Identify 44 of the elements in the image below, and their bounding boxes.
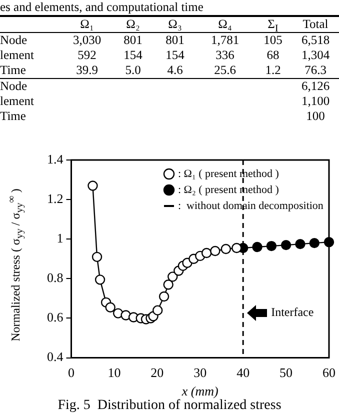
ref-line-label: Interface — [271, 304, 314, 319]
point — [280, 240, 292, 250]
point — [295, 238, 306, 250]
text: Time 39.9 5.0 4.6 25.6 1.2 76.3 — [0, 63, 326, 77]
y-tick-label: 0.8 — [47, 270, 64, 286]
y-tick-label: 0.4 — [47, 349, 64, 364]
point — [168, 272, 178, 282]
x-tick-label: 20 — [150, 365, 164, 380]
point — [201, 248, 212, 258]
point — [94, 274, 106, 285]
y-tick-label: 0.6 — [47, 310, 64, 325]
point — [92, 252, 102, 262]
legend-label: : without domain decomposition — [178, 200, 324, 212]
y-tick-label: 1.2 — [47, 190, 64, 206]
y-tick-label: 1.4 — [47, 151, 64, 166]
x-tick-label: 60 — [322, 365, 336, 380]
text: Node 6,126 — [0, 79, 330, 93]
point — [88, 180, 98, 191]
point — [309, 238, 320, 248]
caption: Fig. 5 Distribution of normalized stress — [56, 398, 282, 414]
y-tick-label: 1 — [56, 230, 64, 246]
point — [210, 246, 220, 256]
text: es and elements, and computational time — [0, 0, 204, 14]
point — [152, 305, 163, 316]
x-tick-label: 30 — [194, 365, 207, 380]
x-tick-label: 10 — [108, 365, 121, 380]
x-axis-title: x (mm) — [180, 384, 218, 399]
text: lement 1,100 — [0, 94, 330, 108]
x-tick-label: 50 — [280, 365, 293, 380]
point — [158, 291, 170, 302]
point — [105, 302, 116, 312]
text: Node 3,030 801 801 1,781 105 6,518 — [0, 33, 330, 47]
x-tick-label: 0 — [68, 365, 74, 380]
x-tick-label: 40 — [236, 365, 250, 380]
point — [266, 240, 277, 252]
text: lement 592 154 154 336 68 1,304 — [0, 48, 330, 62]
text: Time 100 — [0, 109, 325, 123]
legend-label: : Ω₂ ( present method ) — [178, 184, 280, 196]
point — [252, 242, 262, 252]
point — [220, 244, 231, 254]
legend-label: : Ω₁ ( present method ) — [178, 168, 280, 180]
point — [163, 280, 174, 290]
point — [232, 242, 242, 254]
text: Ω₁ Ω₂ Ω₃ Ω₄ Σ$_{I}$ Total — [80, 17, 328, 34]
